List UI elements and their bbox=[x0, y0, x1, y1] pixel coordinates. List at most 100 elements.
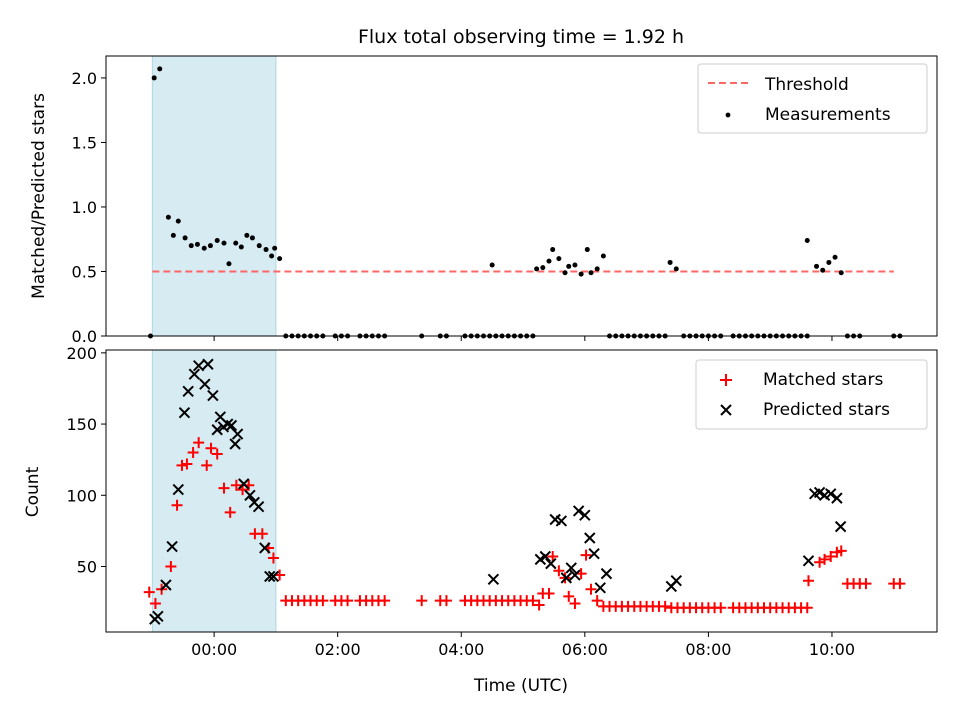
measurement-point bbox=[566, 263, 572, 269]
x-tick-label: 04:00 bbox=[438, 640, 484, 659]
measurement-point bbox=[826, 259, 832, 265]
measurement-point bbox=[207, 243, 213, 249]
y-tick-label: 100 bbox=[66, 486, 97, 505]
matched-star-point bbox=[580, 549, 592, 561]
measurement-point bbox=[594, 266, 600, 272]
predicted-star-point bbox=[670, 575, 682, 587]
measurement-point bbox=[263, 247, 269, 253]
predicted-star-point bbox=[579, 509, 591, 521]
predicted-star-point bbox=[264, 570, 276, 583]
predicted-star-point bbox=[231, 428, 244, 440]
measurement-point bbox=[600, 253, 606, 259]
measurement-point bbox=[814, 263, 820, 269]
matched-star-point bbox=[715, 602, 727, 614]
matched-star-point bbox=[802, 575, 814, 587]
predicted-star-point bbox=[560, 572, 573, 584]
bottom-data-points bbox=[143, 358, 906, 625]
measurement-point bbox=[244, 232, 250, 238]
measurement-point bbox=[151, 75, 157, 81]
matched-star-point bbox=[176, 459, 188, 471]
predicted-star-point bbox=[600, 567, 613, 580]
matched-star-point bbox=[527, 595, 539, 607]
y-tick-label: 1.0 bbox=[72, 198, 97, 217]
measurement-point bbox=[175, 218, 181, 224]
measurement-point bbox=[667, 259, 673, 265]
x-tick-label: 08:00 bbox=[685, 640, 731, 659]
matched-star-point bbox=[256, 528, 268, 540]
x-tick-label: 10:00 bbox=[809, 640, 855, 659]
predicted-star-point bbox=[594, 582, 606, 594]
matched-star-point bbox=[894, 578, 906, 590]
predicted-star-point bbox=[565, 562, 577, 574]
measurement-point bbox=[489, 262, 495, 268]
bottom-legend-box bbox=[695, 359, 928, 430]
matched-star-point bbox=[317, 595, 329, 607]
predicted-star-point bbox=[188, 368, 201, 380]
predicted-star-point bbox=[202, 358, 214, 370]
top-legend-box bbox=[697, 63, 928, 134]
matched-star-point bbox=[218, 482, 230, 494]
predicted-star-point bbox=[539, 550, 551, 563]
matched-star-point bbox=[440, 595, 452, 607]
measurements-legend-label: Measurements bbox=[765, 105, 891, 125]
matched-star-point bbox=[835, 545, 847, 557]
measurement-point bbox=[272, 245, 278, 251]
measurement-point bbox=[221, 240, 227, 246]
measurement-point bbox=[194, 241, 200, 247]
matched-star-point bbox=[819, 553, 831, 565]
measurement-point bbox=[584, 247, 590, 253]
top-measurement-points bbox=[147, 66, 903, 339]
predicted-star-point bbox=[172, 483, 184, 496]
predicted-star-point bbox=[152, 610, 164, 623]
bottom-panel: 50 100 150 200 00:00 02:00 04:00 06:00 08:00 10:… bbox=[23, 344, 938, 696]
top-shaded-span bbox=[151, 55, 277, 337]
y-tick-label: 50 bbox=[77, 557, 97, 576]
matched-star-point bbox=[416, 595, 428, 607]
predicted-legend-label: Predicted stars bbox=[763, 400, 890, 420]
top-panel: 0.00.51.01.52.0 Matched/Predicted stars … bbox=[29, 55, 938, 346]
chart-title: Flux total observing time = 1.92 h bbox=[358, 26, 684, 48]
measurement-point bbox=[832, 254, 838, 260]
matched-star-point bbox=[860, 578, 872, 590]
predicted-star-point bbox=[182, 385, 194, 398]
matched-star-point bbox=[379, 595, 391, 607]
matched-star-point bbox=[187, 447, 199, 459]
measurement-point bbox=[838, 270, 844, 276]
predicted-star-point bbox=[207, 389, 219, 402]
predicted-star-point bbox=[199, 378, 211, 390]
top-axes-frame bbox=[105, 55, 938, 337]
top-y-axis-label: Matched/Predicted stars bbox=[29, 93, 49, 299]
bottom-legend: Matched stars Predicted stars bbox=[695, 359, 928, 430]
predicted-star-point bbox=[192, 359, 205, 372]
x-tick-label: 06:00 bbox=[562, 640, 608, 659]
matched-star-point bbox=[201, 459, 213, 471]
matched-star-point bbox=[825, 551, 837, 563]
bottom-axes-frame bbox=[105, 349, 938, 633]
measurement-point bbox=[540, 265, 546, 271]
y-tick-label: 150 bbox=[66, 415, 97, 434]
predicted-star-point bbox=[584, 532, 596, 544]
matched-legend-label: Matched stars bbox=[763, 370, 883, 390]
y-tick-label: 0.0 bbox=[72, 327, 97, 346]
matched-star-point bbox=[342, 595, 354, 607]
measurement-point bbox=[201, 245, 207, 251]
predicted-star-point bbox=[802, 555, 815, 567]
predicted-star-point bbox=[211, 424, 223, 436]
y-tick-label: 200 bbox=[66, 344, 97, 363]
measurement-point bbox=[562, 270, 568, 276]
y-tick-label: 1.5 bbox=[72, 133, 97, 152]
y-tick-label: 0.5 bbox=[72, 262, 97, 281]
matched-star-point bbox=[171, 499, 183, 511]
matched-star-point bbox=[193, 437, 205, 449]
matched-star-point bbox=[585, 583, 597, 595]
predicted-star-point bbox=[229, 438, 241, 450]
predicted-star-point bbox=[834, 520, 847, 533]
matched-star-point bbox=[205, 442, 217, 454]
observing-window-band bbox=[151, 55, 277, 337]
measurement-point bbox=[214, 238, 220, 244]
matched-star-point bbox=[543, 588, 555, 600]
bottom-y-axis-label: Count bbox=[23, 466, 43, 517]
predicted-star-point bbox=[555, 515, 568, 527]
predicted-star-point bbox=[259, 542, 271, 554]
measurement-point bbox=[170, 232, 176, 238]
